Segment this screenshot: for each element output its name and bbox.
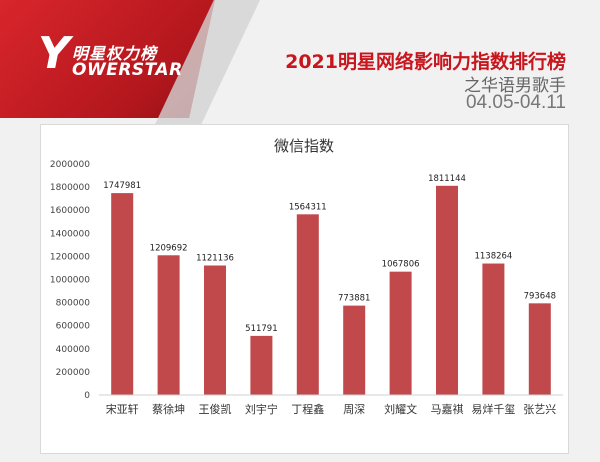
y-tick-label: 0 (84, 391, 90, 401)
x-tick-label: 丁程鑫 (291, 402, 324, 416)
bar (157, 255, 180, 395)
bar-chart: 微信指数 20000001800000160000014000001200000… (50, 137, 563, 416)
bar (204, 265, 226, 395)
y-tick-label: 200000 (56, 368, 91, 378)
logo-chinese-text: 明星权力榜 (72, 44, 158, 63)
y-tick-label: 2000000 (50, 160, 90, 170)
bar (482, 263, 505, 395)
x-tick-label: 刘宇宁 (245, 402, 278, 416)
bar-value-label: 1747981 (103, 181, 141, 191)
x-tick-label: 刘耀文 (384, 402, 417, 416)
bar (436, 185, 458, 395)
bar-value-label: 1209692 (150, 243, 188, 253)
bar-value-label: 773881 (338, 294, 370, 304)
y-tick-label: 400000 (56, 345, 91, 355)
bar-value-label: 1811144 (428, 174, 466, 184)
y-axis: 2000000180000016000001400000120000010000… (50, 160, 90, 401)
y-tick-label: 1400000 (50, 229, 90, 239)
y-tick-label: 600000 (56, 322, 91, 332)
page-subtitle: 之华语男歌手 (464, 76, 566, 96)
bar-value-label: 1138264 (474, 252, 512, 262)
y-tick-label: 1000000 (50, 276, 90, 286)
y-tick-label: 1200000 (50, 252, 90, 262)
bar (343, 305, 366, 395)
bar-value-label: 793648 (524, 291, 556, 301)
x-axis: 宋亚轩 蔡徐坤 王俊凯 刘宇宁 丁程鑫 周深 刘耀文 马嘉祺 易烊千玺 张艺兴 (99, 394, 563, 416)
x-tick-label: 周深 (343, 403, 365, 416)
x-tick-label: 马嘉祺 (431, 402, 464, 416)
x-tick-label: 王俊凯 (199, 402, 232, 416)
bar (296, 214, 319, 395)
logo-english-text: OWERSTAR (72, 60, 183, 80)
x-tick-label: 张艺兴 (523, 403, 556, 416)
logo-letter-y: Y (38, 28, 70, 79)
y-tick-label: 1800000 (50, 183, 90, 193)
page-title: 2021明星网络影响力指数排行榜 (285, 51, 566, 73)
bar (250, 335, 273, 395)
bar (389, 271, 412, 395)
x-tick-label: 宋亚轩 (106, 402, 139, 416)
bar-value-label: 1564311 (289, 202, 327, 212)
y-tick-label: 800000 (56, 299, 91, 309)
bar (528, 303, 551, 395)
bar (111, 193, 134, 395)
bars-group: 1747981 1209692 1121136 511791 1564311 773881… (103, 174, 556, 395)
date-range: 04.05-04.11 (465, 92, 566, 113)
bar-value-label: 511791 (245, 324, 277, 334)
chart-title: 微信指数 (274, 137, 334, 155)
chart-panel: 微信指数 2000000 1800000 1600000 1400000 1200000… (40, 124, 569, 454)
x-tick-label: 蔡徐坤 (152, 402, 185, 416)
x-tick-label: 易烊千玺 (471, 402, 515, 416)
y-tick-label: 1600000 (50, 206, 90, 216)
bar-value-label: 1067806 (382, 260, 420, 270)
bar-value-label: 1121136 (196, 254, 234, 264)
